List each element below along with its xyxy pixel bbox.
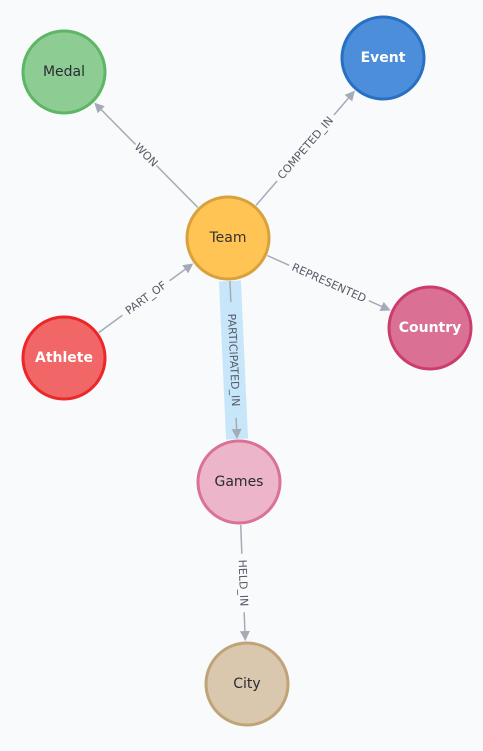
relationship-line (99, 315, 123, 332)
relationship-line (156, 166, 197, 208)
node-label: Athlete (35, 350, 93, 366)
node-label: Games (215, 474, 264, 490)
relationship-label: PART_OF (123, 279, 169, 318)
node-games[interactable]: Games (198, 441, 280, 523)
node-country[interactable]: Country (389, 287, 471, 369)
node-layer: Team Medal Event Athlete Country Games City (23, 17, 471, 725)
arrowhead-icon (182, 263, 193, 273)
node-label: City (233, 676, 260, 692)
relationship-competed_in[interactable]: COMPETED_IN (256, 91, 355, 206)
relationship-line (256, 181, 277, 205)
node-label: Medal (43, 64, 85, 80)
relationship-label: WON (132, 141, 161, 170)
relationship-won[interactable]: WON (94, 103, 198, 208)
relationship-line (230, 281, 231, 302)
relationship-part_of[interactable]: PART_OF (99, 263, 194, 332)
node-label: Event (361, 50, 406, 66)
relationship-held_in[interactable]: HELD_IN (236, 525, 251, 641)
relationship-label: HELD_IN (236, 559, 251, 606)
node-label: Team (208, 230, 246, 246)
node-event[interactable]: Event (342, 17, 424, 99)
relationship-represented[interactable]: REPRESENTED (267, 256, 390, 311)
node-athlete[interactable]: Athlete (23, 317, 105, 399)
node-medal[interactable]: Medal (23, 31, 105, 113)
relationship-label: COMPETED_IN (275, 114, 336, 182)
node-label: Country (399, 320, 462, 336)
arrowhead-icon (240, 631, 250, 641)
relationship-line (241, 525, 242, 554)
node-city[interactable]: City (206, 643, 288, 725)
relationship-participated_in[interactable]: PARTICIPATED_IN (225, 281, 242, 439)
node-team[interactable]: Team (187, 197, 269, 279)
relationship-line (98, 107, 135, 145)
relationship-layer: WON COMPETED_IN PART_OF REPRESENTED PARTICIP… (94, 91, 391, 641)
relationship-label: REPRESENTED (290, 261, 368, 305)
relationship-line (267, 256, 289, 266)
